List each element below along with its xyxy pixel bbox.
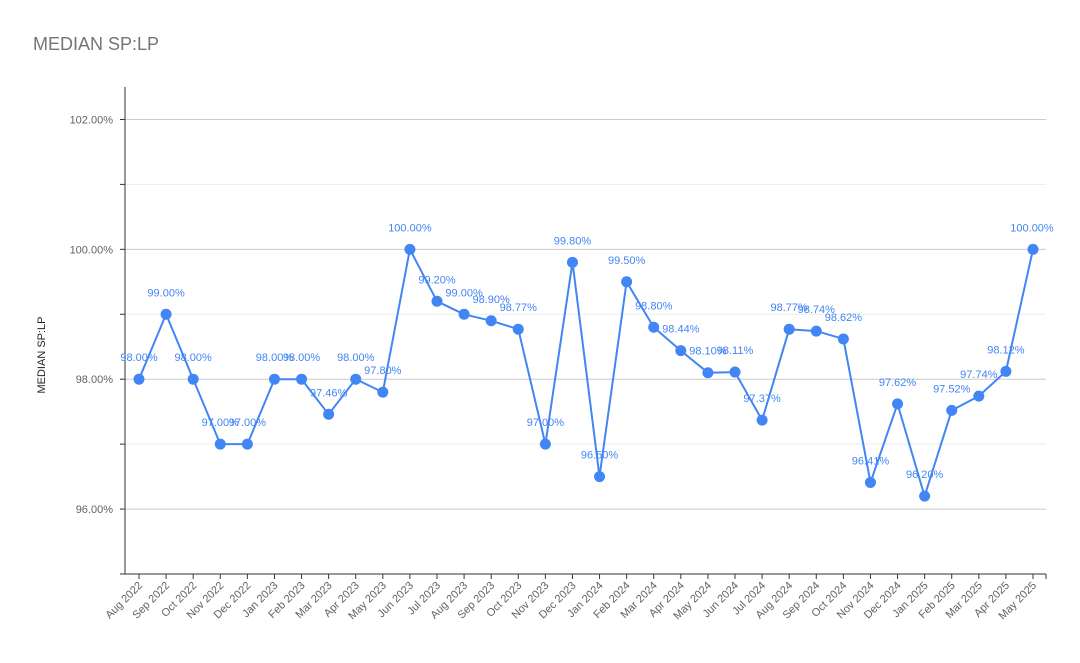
data-point xyxy=(323,408,335,420)
y-tick-label: 98.00% xyxy=(76,374,114,386)
data-point xyxy=(458,308,470,320)
data-label: 98.90% xyxy=(473,294,511,306)
data-point xyxy=(241,438,253,450)
data-label: 97.52% xyxy=(933,383,971,395)
data-point xyxy=(621,276,633,288)
data-label: 97.80% xyxy=(364,365,402,377)
data-label: 100.00% xyxy=(388,222,432,234)
data-point xyxy=(214,438,226,450)
data-point xyxy=(1027,243,1039,255)
data-label: 97.00% xyxy=(527,417,565,429)
data-point xyxy=(539,438,551,450)
series-line-group xyxy=(133,243,1039,502)
series-line xyxy=(138,248,1034,498)
data-point xyxy=(864,476,876,488)
data-label: 97.46% xyxy=(310,387,348,399)
data-point xyxy=(350,373,362,385)
data-point xyxy=(133,373,145,385)
data-point xyxy=(512,323,524,335)
data-point xyxy=(919,490,931,502)
data-label: 96.41% xyxy=(852,455,890,467)
data-label: 98.10% xyxy=(689,346,727,358)
y-tick-label: 96.00% xyxy=(76,504,114,516)
data-label: 96.20% xyxy=(906,469,944,481)
data-label: 97.00% xyxy=(202,417,240,429)
data-label: 99.50% xyxy=(608,255,646,267)
data-point xyxy=(187,373,199,385)
y-tick-label: 102.00% xyxy=(70,114,114,126)
data-point xyxy=(837,333,849,345)
data-label: 98.80% xyxy=(635,300,673,312)
data-point xyxy=(485,315,497,327)
chart-title: MEDIAN SP:LP xyxy=(33,34,160,54)
data-label: 98.44% xyxy=(662,324,700,336)
data-point xyxy=(729,366,741,378)
data-point xyxy=(810,325,822,337)
data-point xyxy=(783,323,795,335)
data-label: 98.11% xyxy=(717,345,754,357)
data-point xyxy=(160,308,172,320)
data-point xyxy=(404,243,416,255)
data-label: 97.74% xyxy=(960,369,998,381)
data-point xyxy=(296,373,308,385)
data-label: 98.00% xyxy=(283,352,321,364)
data-point xyxy=(892,398,904,410)
gridlines xyxy=(125,118,1046,575)
data-label: 99.00% xyxy=(445,287,483,299)
data-point xyxy=(1000,365,1012,377)
data-point xyxy=(675,345,687,357)
data-point xyxy=(702,367,714,379)
data-point xyxy=(648,321,660,333)
data-label: 98.77% xyxy=(500,302,538,314)
data-label: 98.12% xyxy=(987,344,1025,356)
y-axis: 96.00% 98.00% 100.00% 102.00% xyxy=(70,87,126,575)
y-axis-title: MEDIAN SP:LP xyxy=(36,316,48,393)
data-label: 100.00% xyxy=(1010,222,1054,234)
data-label: 99.00% xyxy=(147,287,185,299)
data-label: 98.00% xyxy=(120,352,158,364)
data-label: 99.20% xyxy=(418,274,456,286)
data-label: 98.00% xyxy=(337,352,375,364)
data-point xyxy=(756,414,768,426)
data-label: 96.50% xyxy=(581,450,619,462)
data-point xyxy=(973,390,985,402)
data-point xyxy=(268,373,280,385)
data-label: 97.37% xyxy=(743,393,781,405)
data-label: 98.00% xyxy=(256,352,294,364)
data-label: 99.80% xyxy=(554,235,592,247)
data-label: 97.62% xyxy=(879,377,917,389)
data-label: 97.00% xyxy=(229,417,267,429)
y-tick-label: 100.00% xyxy=(70,244,114,256)
data-label: 98.00% xyxy=(175,352,213,364)
data-labels-group: 98.00%99.00%98.00%97.00%97.00%98.00%98.0… xyxy=(120,222,1054,481)
data-point xyxy=(377,386,389,398)
data-point xyxy=(594,471,606,483)
data-point xyxy=(431,295,443,307)
data-point xyxy=(946,404,958,416)
data-label: 98.77% xyxy=(771,302,809,314)
data-label: 98.62% xyxy=(825,312,863,324)
data-point xyxy=(566,256,578,268)
data-label: 98.74% xyxy=(798,304,836,316)
